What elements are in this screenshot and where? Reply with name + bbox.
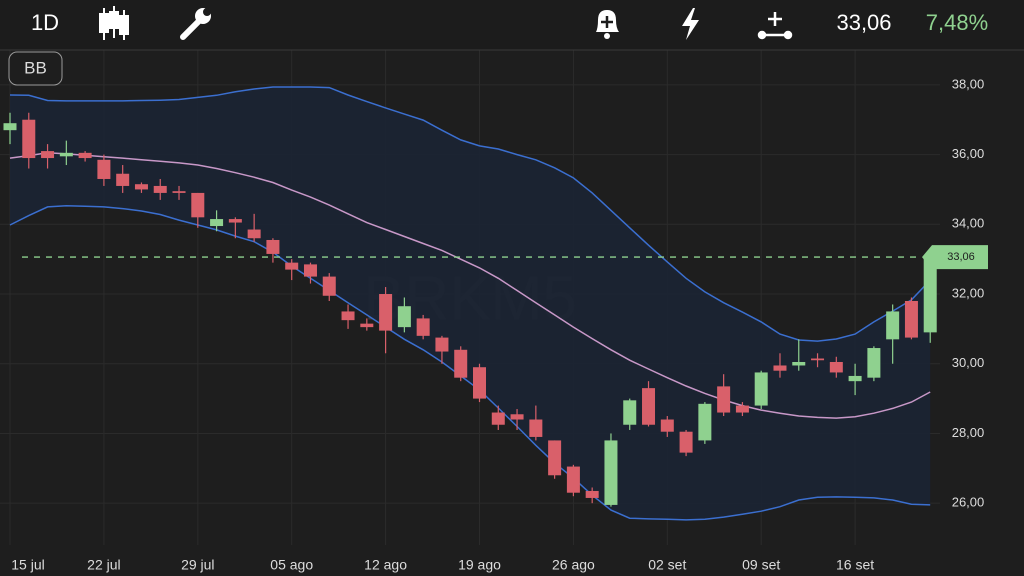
indicator-button[interactable]: [8, 51, 63, 86]
candle-body: [228, 219, 242, 223]
candle-body: [660, 419, 674, 432]
x-tick-label: 02 set: [648, 557, 686, 573]
y-tick-label: 38,00: [952, 76, 985, 91]
candle-body: [172, 191, 186, 193]
candle-body: [867, 348, 881, 378]
candle-body: [698, 403, 712, 441]
candle-body: [266, 239, 280, 254]
candle-body: [735, 405, 749, 413]
candle-body: [585, 490, 599, 498]
candle-body: [78, 152, 92, 159]
y-tick-label: 30,00: [952, 355, 985, 370]
candle-body: [3, 123, 17, 131]
interval-button[interactable]: 1D: [31, 10, 59, 35]
candle-body: [754, 372, 768, 406]
x-tick-label: 15 jul: [11, 557, 44, 573]
candle-body: [923, 257, 937, 333]
candle-body: [604, 440, 618, 505]
x-tick-label: 22 jul: [87, 557, 120, 573]
candle-body: [322, 276, 336, 296]
candle-body: [510, 414, 524, 420]
chart-type-icon[interactable]: [99, 6, 129, 40]
candle-body: [792, 361, 806, 366]
candle-body: [904, 300, 918, 338]
candle-body: [491, 412, 505, 425]
candle-body: [341, 311, 355, 321]
candle-body: [210, 219, 224, 227]
candle-body: [22, 119, 36, 159]
candle-body: [360, 323, 374, 328]
alert-icon[interactable]: [596, 10, 619, 39]
candle-body: [811, 358, 825, 361]
candle-body: [623, 400, 637, 425]
candle-body: [642, 388, 656, 425]
band-upper: [9, 86, 931, 342]
candle-body: [886, 311, 900, 340]
candle-body: [134, 184, 148, 190]
y-tick-label: 28,00: [952, 425, 985, 440]
candle-body: [416, 318, 430, 336]
price-tag: [922, 245, 988, 270]
candle-body: [153, 185, 167, 193]
candle-body: [59, 152, 73, 157]
last-price: 33,06: [836, 10, 891, 35]
candle-body: [303, 264, 317, 277]
candle-body: [247, 229, 261, 239]
band-lower: [9, 205, 931, 521]
candle-body: [717, 386, 731, 413]
candle-body: [773, 365, 787, 371]
candle-body: [97, 159, 111, 179]
candle-body: [473, 367, 486, 399]
toolbar: [0, 0, 1024, 50]
candle-body: [435, 337, 449, 352]
x-tick-label: 05 ago: [270, 557, 313, 573]
price-tag-label: 33,06: [947, 251, 975, 263]
candle-body: [41, 151, 55, 159]
indicator-label[interactable]: BB: [24, 58, 47, 77]
candle-body: [379, 294, 393, 331]
flash-icon[interactable]: [682, 8, 699, 40]
position-icon[interactable]: [757, 12, 793, 40]
y-tick-label: 36,00: [952, 146, 985, 161]
candle-body: [285, 262, 299, 270]
candle-body: [679, 431, 693, 453]
candle-body: [454, 349, 468, 378]
x-tick-label: 19 ago: [458, 557, 501, 573]
candle-body: [191, 192, 205, 218]
y-tick-label: 26,00: [952, 495, 985, 510]
x-tick-label: 16 set: [836, 557, 874, 573]
band-middle: [9, 152, 931, 419]
x-tick-label: 29 jul: [181, 557, 214, 573]
candle-body: [829, 361, 843, 373]
candle-body: [397, 306, 411, 328]
x-tick-label: 09 set: [742, 557, 780, 573]
y-tick-label: 34,00: [952, 216, 985, 231]
x-tick-label: 26 ago: [552, 557, 595, 573]
price-change: 7,48%: [926, 10, 988, 35]
candle-body: [848, 375, 862, 382]
settings-icon[interactable]: [180, 8, 211, 40]
y-tick-label: 32,00: [952, 285, 985, 300]
plot: 26,00 28,00 30,00 32,00 34,00 36,00 38,00 15 ju…: [0, 50, 988, 573]
candle-body: [548, 440, 562, 476]
candle-body: [566, 466, 580, 493]
candle-body: [529, 419, 543, 437]
x-tick-label: 12 ago: [364, 557, 407, 573]
candle-body: [116, 173, 130, 186]
